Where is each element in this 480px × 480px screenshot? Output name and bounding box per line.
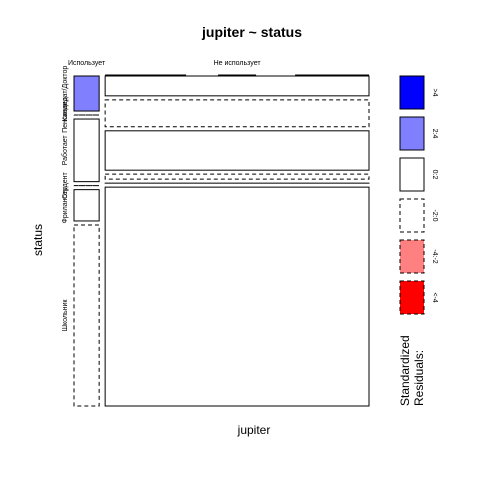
y-level-label-1: Кандидат/Доктор (62, 66, 69, 122)
legend-label-2: 2:4 (431, 129, 438, 139)
legend-title-line-2: Residuals: (412, 350, 426, 406)
legend-label-4: -2:0 (431, 209, 438, 221)
x-level-label-1: Использует (68, 60, 106, 67)
tile-использует-кандидат-доктор (73, 75, 100, 112)
legend: >4 2:4 0:2 -2:0 -4:-2 <-4 Standardized Residual… (398, 75, 438, 406)
legend-swatch-2 (399, 116, 425, 151)
y-level-label-6: Школьник (62, 299, 69, 332)
tile-не-использует-кандидат-доктор (104, 75, 370, 97)
legend-label-6: <-4 (431, 292, 438, 302)
chart-title: jupiter ~ status (201, 24, 302, 40)
tile-не-использует-школьник (104, 186, 370, 407)
tile-использует-фрилансер (73, 189, 100, 222)
legend-swatch-5 (399, 239, 425, 274)
legend-swatch-1 (399, 75, 425, 110)
mosaic-tiles (73, 75, 370, 407)
legend-title-line-1: Standardized (398, 335, 412, 406)
legend-swatch-4 (399, 198, 425, 233)
tile-использует-школьник (73, 224, 100, 407)
legend-label-5: -4:-2 (431, 249, 438, 264)
x-level-labels: Использует Не использует (68, 60, 261, 67)
y-level-label-4: Студент (62, 172, 69, 199)
legend-label-3: 0:2 (431, 170, 438, 180)
y-level-label-5: Фрилансер (62, 187, 69, 223)
legend-swatch-6 (399, 280, 425, 315)
x-level-label-2: Не использует (214, 60, 262, 67)
tile-не-использует-пенсионер (104, 99, 370, 128)
y-level-label-2: Пенсионер (62, 97, 69, 133)
y-level-label-3: Работает (61, 135, 69, 166)
tile-не-использует-работает (104, 130, 370, 171)
y-axis-label: status (31, 224, 45, 256)
tile-не-использует-студент (104, 173, 370, 180)
legend-swatch-3 (399, 157, 425, 192)
legend-label-1: >4 (431, 89, 438, 97)
tile-использует-работает (73, 118, 100, 183)
x-axis-label: jupiter (237, 423, 271, 437)
